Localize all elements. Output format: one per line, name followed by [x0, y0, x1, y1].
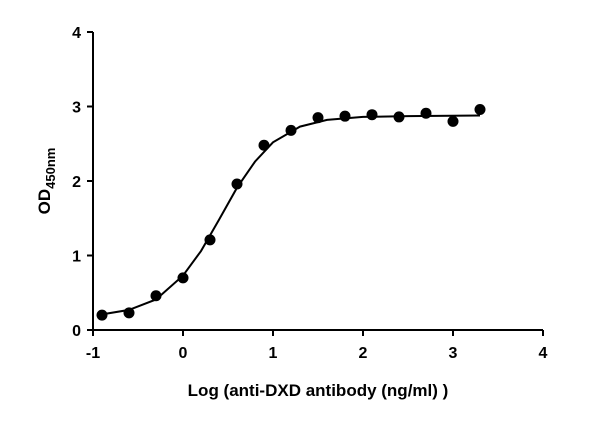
data-point [231, 178, 243, 190]
x-tick-label: 4 [539, 345, 548, 362]
data-point [285, 124, 297, 136]
data-point [204, 234, 216, 246]
y-tick-label: 1 [72, 249, 81, 266]
x-tick-label: -1 [86, 345, 100, 362]
data-point [312, 112, 324, 124]
y-title-sub: 450nm [43, 148, 58, 189]
y-tick-label: 2 [72, 174, 81, 191]
data-point [447, 115, 459, 127]
y-tick-label: 0 [72, 323, 81, 340]
x-tick-label: 1 [269, 345, 278, 362]
data-point [123, 307, 135, 319]
data-point [339, 110, 351, 122]
data-point [96, 309, 108, 321]
x-tick-label: 3 [449, 345, 458, 362]
data-point [366, 109, 378, 121]
data-point [258, 139, 270, 151]
data-point [474, 103, 486, 115]
fit-curve [101, 114, 481, 316]
y-tick-label: 4 [72, 25, 81, 42]
data-point [177, 272, 189, 284]
x-tick-label: 2 [359, 345, 368, 362]
x-tick-label: 0 [179, 345, 188, 362]
data-point [150, 290, 162, 302]
data-point [393, 111, 405, 123]
y-tick-label: 3 [72, 100, 81, 117]
y-axis-title: OD450nm [35, 148, 58, 215]
x-axis-title: Log (anti-DXD antibody (ng/ml) ) [188, 381, 449, 400]
data-point [420, 107, 432, 119]
y-title-main: OD [35, 189, 54, 215]
